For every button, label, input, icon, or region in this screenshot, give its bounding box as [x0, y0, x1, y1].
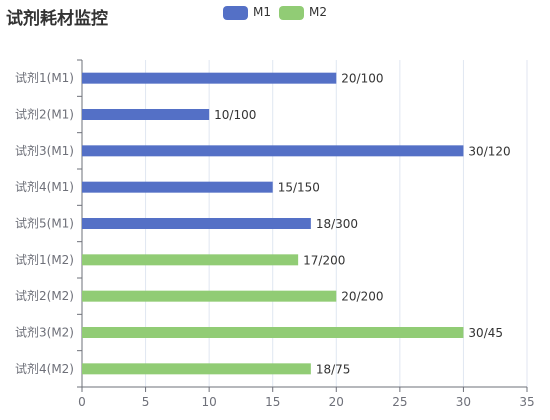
- legend-swatch-m2: [279, 6, 304, 20]
- legend-label-m1: M1: [253, 5, 271, 19]
- y-tick-label: 试剂5(M1): [15, 216, 74, 231]
- bar: [82, 218, 311, 229]
- data-label: 20/100: [341, 72, 383, 86]
- bar: [82, 254, 299, 266]
- x-tick-label: 0: [78, 395, 86, 409]
- bar: [82, 290, 337, 302]
- bar: [82, 363, 311, 375]
- bar: [82, 72, 337, 84]
- x-tick-label: 35: [519, 395, 534, 409]
- y-tick-label: 试剂4(M2): [15, 361, 74, 376]
- bar: [82, 145, 464, 157]
- bar: [82, 181, 273, 193]
- y-tick-label: 试剂1(M1): [15, 70, 74, 85]
- y-tick-label: 试剂3(M1): [15, 143, 74, 158]
- y-tick-label: 试剂1(M2): [15, 252, 74, 267]
- legend-label-m2: M2: [309, 5, 327, 19]
- x-tick-label: 20: [329, 395, 344, 409]
- legend-swatch-m1: [223, 6, 248, 20]
- y-tick-label: 试剂2(M1): [15, 107, 74, 122]
- x-tick-label: 10: [202, 395, 217, 409]
- y-tick-label: 试剂3(M2): [15, 325, 74, 340]
- x-tick-label: 25: [392, 395, 407, 409]
- data-label: 30/45: [468, 326, 503, 340]
- data-label: 20/200: [341, 290, 383, 304]
- data-label: 10/100: [214, 108, 256, 122]
- x-tick-label: 30: [456, 395, 471, 409]
- x-tick-label: 15: [265, 395, 280, 409]
- bar: [82, 327, 464, 338]
- y-tick-label: 试剂2(M2): [15, 288, 74, 303]
- data-label: 17/200: [303, 253, 345, 267]
- data-label: 18/300: [316, 217, 358, 231]
- data-label: 15/150: [278, 181, 320, 195]
- x-tick-label: 5: [142, 395, 150, 409]
- chart-title: 试剂耗材监控: [6, 9, 108, 29]
- y-tick-label: 试剂4(M1): [15, 179, 74, 194]
- bar: [82, 109, 210, 120]
- data-label: 30/120: [468, 144, 510, 158]
- data-label: 18/75: [316, 362, 351, 376]
